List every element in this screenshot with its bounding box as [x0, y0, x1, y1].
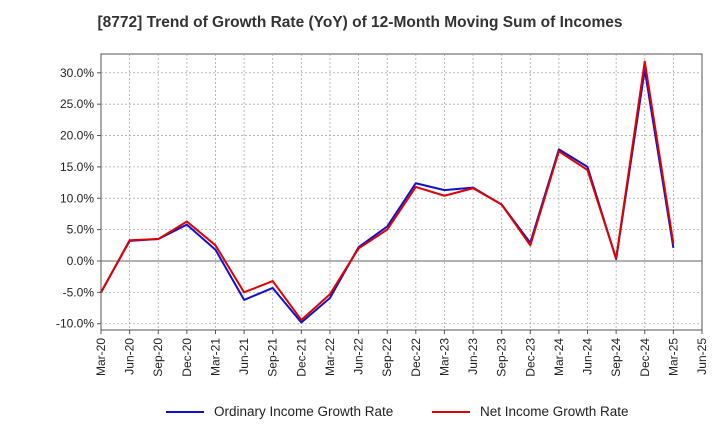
- x-tick-label: Mar-25: [666, 338, 680, 376]
- legend-label-net: Net Income Growth Rate: [480, 404, 629, 419]
- x-tick-label: Jun-25: [695, 338, 709, 375]
- x-tick-label: Sep-22: [380, 338, 394, 377]
- legend-swatch-ordinary: [166, 410, 204, 413]
- x-tick-label: Dec-21: [294, 338, 308, 377]
- y-tick-label: 0.0%: [67, 254, 95, 268]
- x-tick-label: Mar-24: [552, 338, 566, 376]
- x-tick-label: Sep-24: [609, 338, 623, 377]
- x-tick-label: Dec-20: [180, 338, 194, 377]
- y-axis-ticks: 30.0% 25.0% 20.0% 15.0% 10.0% 5.0% 0.0% -5.0% -1…: [56, 66, 101, 331]
- x-tick-label: Mar-21: [208, 338, 222, 376]
- y-tick-label: -5.0%: [63, 285, 95, 299]
- legend-item-net: Net Income Growth Rate: [432, 404, 629, 419]
- x-tick-label: Jun-23: [466, 338, 480, 375]
- series-line-net: [100, 60, 675, 321]
- x-tick-label: Jun-24: [581, 338, 595, 375]
- x-tick-label: Sep-20: [151, 338, 165, 377]
- legend-item-ordinary: Ordinary Income Growth Rate: [166, 404, 393, 419]
- y-tick-label: 10.0%: [60, 191, 94, 205]
- y-tick-label: -10.0%: [56, 317, 94, 331]
- x-tick-label: Sep-23: [495, 338, 509, 377]
- series-lines: [100, 60, 675, 324]
- x-tick-label: Dec-22: [409, 338, 423, 377]
- series-line-ordinary: [100, 68, 675, 324]
- x-axis-ticks: Mar-20 Jun-20 Sep-20 Dec-20 Mar-21 Jun-21 Sep-…: [94, 330, 709, 377]
- x-tick-label: Mar-20: [94, 338, 108, 376]
- y-tick-label: 25.0%: [60, 97, 94, 111]
- x-tick-label: Jun-20: [123, 338, 137, 375]
- x-tick-label: Sep-21: [266, 338, 280, 377]
- x-tick-label: Mar-23: [437, 338, 451, 376]
- y-tick-label: 5.0%: [67, 223, 95, 237]
- legend: Ordinary Income Growth Rate Net Income G…: [0, 404, 720, 424]
- chart-title: [8772] Trend of Growth Rate (YoY) of 12-…: [97, 14, 623, 31]
- x-tick-label: Jun-22: [352, 338, 366, 375]
- x-tick-label: Dec-24: [638, 338, 652, 377]
- x-tick-label: Jun-21: [237, 338, 251, 375]
- grid-lines: [101, 54, 702, 330]
- x-tick-label: Dec-23: [523, 338, 537, 377]
- legend-label-ordinary: Ordinary Income Growth Rate: [214, 404, 394, 419]
- x-tick-label: Mar-22: [323, 338, 337, 376]
- y-tick-label: 20.0%: [60, 129, 94, 143]
- y-tick-label: 30.0%: [60, 66, 94, 80]
- plot-area: [100, 53, 703, 331]
- legend-swatch-net: [432, 410, 470, 413]
- y-tick-label: 15.0%: [60, 160, 94, 174]
